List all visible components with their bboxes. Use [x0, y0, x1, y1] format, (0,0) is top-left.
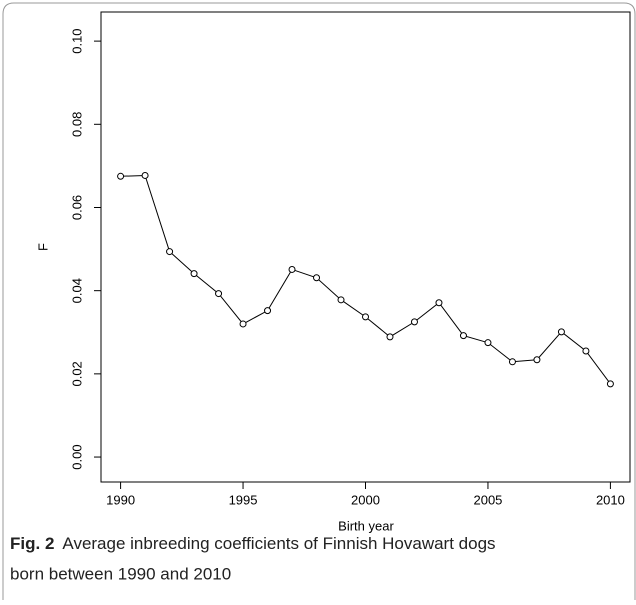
- data-point: [190, 270, 198, 278]
- x-tick-label: 1990: [106, 492, 135, 507]
- data-line: [120, 174, 611, 385]
- data-point: [264, 307, 272, 315]
- data-point: [557, 328, 565, 336]
- x-tick-label: 2010: [596, 492, 625, 507]
- data-point: [337, 296, 345, 304]
- data-point: [435, 299, 443, 307]
- caption-line1: Fig. 2 Average inbreeding coefficients of…: [10, 534, 496, 553]
- caption-line2: born between 1990 and 2010: [10, 564, 231, 583]
- y-tick-label: 0.04: [69, 278, 84, 303]
- y-tick-label: 0.06: [69, 195, 84, 220]
- data-point: [362, 313, 369, 321]
- data-point: [117, 172, 125, 180]
- x-tick-label: 2005: [473, 492, 502, 507]
- data-point: [288, 265, 296, 273]
- data-point: [386, 333, 394, 341]
- data-point: [606, 380, 614, 388]
- data-point: [239, 320, 247, 328]
- data-point: [141, 171, 149, 179]
- data-point: [410, 318, 418, 326]
- data-point: [166, 248, 174, 256]
- y-axis-label: F: [35, 243, 50, 251]
- plot-frame: [100, 11, 631, 483]
- y-tick-label: 0.00: [69, 444, 84, 469]
- caption-text: Average inbreeding coefficients of Finni…: [62, 534, 495, 553]
- y-tick-label: 0.10: [69, 28, 84, 53]
- data-point: [459, 332, 467, 340]
- data-point: [582, 347, 590, 355]
- data-point: [215, 290, 223, 298]
- data-point: [313, 274, 321, 282]
- data-point: [484, 339, 492, 347]
- x-tick-label: 2000: [351, 492, 380, 507]
- data-point: [508, 358, 516, 366]
- x-axis-label: Birth year: [338, 518, 394, 533]
- x-tick-label: 1995: [229, 492, 258, 507]
- caption-label: Fig. 2: [10, 534, 54, 553]
- y-tick-label: 0.08: [69, 112, 84, 137]
- data-point: [533, 356, 541, 364]
- y-tick-label: 0.02: [69, 361, 84, 386]
